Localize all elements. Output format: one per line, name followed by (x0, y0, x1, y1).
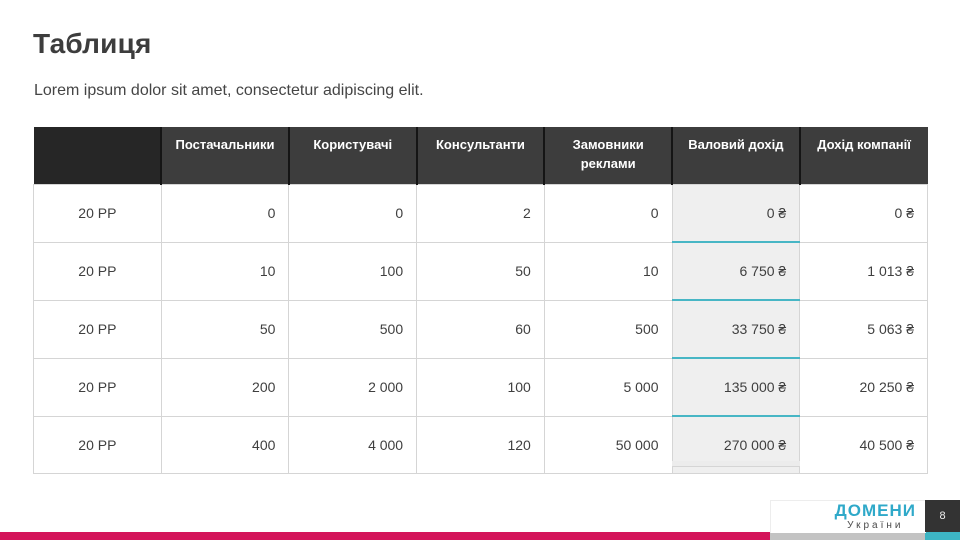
data-cell: 50 (160, 299, 290, 359)
data-cell: 10 (160, 241, 290, 301)
page-number-badge: 8 (925, 500, 960, 532)
brand-logo-text: ДОМЕНИ України (835, 502, 916, 531)
data-cell: 60 (416, 299, 545, 359)
data-cell: 400 (160, 415, 290, 474)
column-header-consultants: Консультанти (415, 127, 545, 185)
data-cell: 0 (543, 184, 673, 243)
table-header-row: Постачальники Користувачі Консультанти З… (33, 127, 928, 185)
data-cell-gross: 135 000 ₴ (671, 357, 801, 417)
data-cell: 2 (416, 184, 545, 243)
data-cell: 100 (288, 241, 418, 301)
table-row: 20 РР 10 100 50 10 6 750 ₴ 1 013 ₴ (33, 241, 928, 301)
data-cell-gross: 33 750 ₴ (671, 299, 801, 359)
page-number: 8 (939, 510, 946, 522)
column-header-suppliers: Постачальники (160, 127, 289, 185)
row-label-cell: 20 РР (33, 241, 162, 301)
data-cell: 0 (288, 184, 418, 243)
data-cell: 2 000 (288, 357, 418, 417)
row-label-cell: 20 РР (33, 299, 162, 359)
row-label-cell: 20 РР (33, 184, 162, 243)
data-cell: 4 000 (288, 415, 418, 474)
column-header-advertisers: Замовники реклами (543, 127, 673, 185)
data-cell-gross: 0 ₴ (671, 184, 801, 243)
column-header-gross-income: Валовий дохід (671, 127, 800, 185)
slide-subtitle: Lorem ipsum dolor sit amet, consectetur … (34, 82, 424, 99)
data-cell: 200 (160, 357, 290, 417)
data-cell: 500 (543, 299, 673, 359)
data-cell: 5 063 ₴ (799, 299, 928, 359)
gross-column-footer-strip (672, 461, 800, 467)
data-cell-gross: 6 750 ₴ (671, 241, 801, 301)
footer-accent-bar-magenta (0, 532, 770, 540)
column-header-users: Користувачі (287, 127, 417, 185)
column-header-company-income: Дохід компанії (798, 127, 928, 185)
row-label-cell: 20 РР (33, 415, 162, 474)
brand-logo: ДОМЕНИ України (770, 500, 926, 533)
table-row: 20 РР 200 2 000 100 5 000 135 000 ₴ 20 2… (33, 357, 928, 417)
brand-subtitle: України (847, 520, 904, 531)
data-cell: 120 (416, 415, 545, 474)
footer-accent-bar-cyan (925, 532, 960, 540)
data-cell: 10 (543, 241, 673, 301)
data-cell: 40 500 ₴ (799, 415, 928, 474)
page-title: Таблиця (33, 28, 152, 59)
metrics-table: Постачальники Користувачі Консультанти З… (33, 127, 928, 474)
data-cell: 50 000 (543, 415, 673, 474)
table-row: 20 РР 50 500 60 500 33 750 ₴ 5 063 ₴ (33, 299, 928, 359)
data-cell: 500 (288, 299, 418, 359)
data-cell: 0 ₴ (799, 184, 928, 243)
data-cell: 20 250 ₴ (799, 357, 928, 417)
column-header-corner (33, 127, 162, 185)
data-cell: 100 (416, 357, 545, 417)
data-cell: 5 000 (543, 357, 673, 417)
table-row: 20 РР 0 0 2 0 0 ₴ 0 ₴ (33, 184, 928, 243)
footer-accent-bar-gray (770, 532, 925, 540)
data-cell: 1 013 ₴ (799, 241, 928, 301)
data-cell: 50 (416, 241, 545, 301)
brand-name: ДОМЕНИ (834, 501, 916, 520)
data-cell: 0 (160, 184, 290, 243)
row-label-cell: 20 РР (33, 357, 162, 417)
